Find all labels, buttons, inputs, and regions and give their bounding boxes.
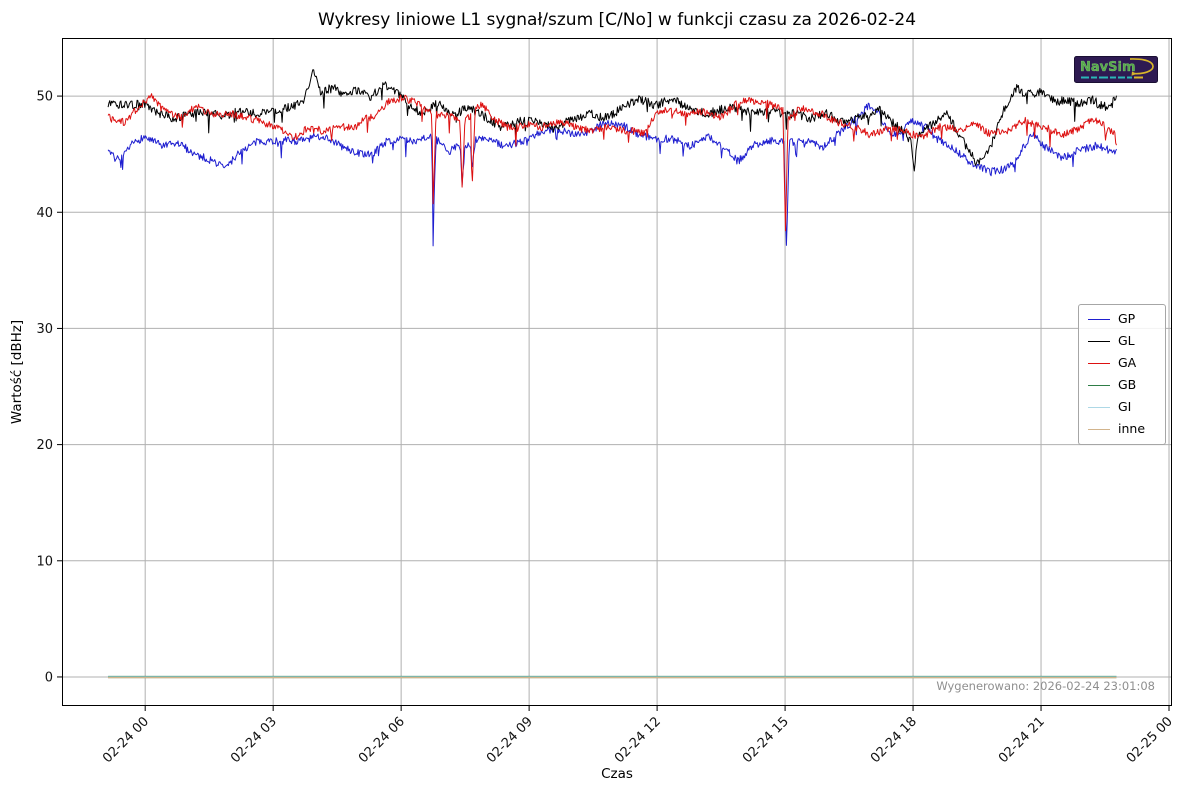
legend-line-swatch — [1088, 407, 1110, 408]
gridlines — [62, 38, 1172, 706]
series-lines — [107, 69, 1117, 679]
navsim-logo-graphic: NavSim — [1074, 56, 1158, 83]
legend-line-swatch — [1088, 341, 1110, 342]
chart-title: Wykresy liniowe L1 sygnał/szum [C/No] w … — [317, 10, 917, 30]
tick-labels: 02-24 00 02-24 03 02-24 06 02-24 09 02-24 12… — [36, 90, 1175, 767]
x-tick-label: 02-24 00 — [100, 714, 152, 766]
legend-line-swatch — [1088, 429, 1110, 430]
legend-label: GL — [1118, 333, 1135, 349]
legend-label: GI — [1118, 399, 1132, 415]
y-tick-label: 30 — [36, 322, 53, 337]
legend: GP GL GA GB GI inne — [1078, 304, 1166, 445]
series-line-GP — [107, 102, 1117, 247]
legend-item-GL: GL — [1088, 334, 1156, 349]
logo-subtext-dashes — [1081, 76, 1143, 79]
x-tick-label: 02-24 15 — [740, 714, 792, 766]
generated-timestamp: Wygenerowano: 2026-02-24 23:01:08 — [936, 679, 1155, 693]
axes-frame — [62, 38, 1172, 706]
y-tick-label: 10 — [36, 554, 53, 569]
legend-line-swatch — [1088, 363, 1110, 364]
tick-marks — [57, 95, 1170, 711]
logo-text: NavSim — [1080, 60, 1136, 75]
legend-item-GB: GB — [1088, 378, 1156, 393]
logo-swoosh — [1129, 58, 1154, 75]
series-line-GL — [107, 69, 1117, 172]
y-axis-label: Wartość [dBHz] — [9, 319, 25, 425]
legend-label: inne — [1118, 421, 1146, 437]
x-tick-label: 02-25 00 — [1124, 714, 1176, 766]
legend-item-GP: GP — [1088, 312, 1156, 327]
logo-swoosh-arrowhead — [1131, 71, 1137, 76]
legend-item-GI: GI — [1088, 400, 1156, 415]
legend-line-swatch — [1088, 319, 1110, 320]
series-line-GA — [107, 93, 1117, 232]
y-tick-label: 40 — [36, 206, 53, 221]
legend-item-inne: inne — [1088, 422, 1156, 437]
x-axis-label: Czas — [601, 766, 633, 782]
legend-label: GA — [1118, 355, 1137, 371]
x-tick-label: 02-24 21 — [996, 714, 1048, 766]
x-tick-label: 02-24 12 — [612, 714, 664, 766]
x-tick-label: 02-24 06 — [356, 714, 408, 766]
legend-label: GP — [1118, 311, 1136, 327]
x-tick-label: 02-24 03 — [228, 714, 280, 766]
y-tick-label: 50 — [36, 90, 53, 105]
legend-line-swatch — [1088, 385, 1110, 386]
legend-label: GB — [1118, 377, 1137, 393]
legend-item-GA: GA — [1088, 356, 1156, 371]
x-tick-label: 02-24 09 — [484, 714, 536, 766]
y-tick-label: 0 — [45, 670, 53, 685]
navsim-logo: NavSim — [1074, 56, 1158, 83]
x-tick-label: 02-24 18 — [868, 714, 920, 766]
y-tick-label: 20 — [36, 438, 53, 453]
